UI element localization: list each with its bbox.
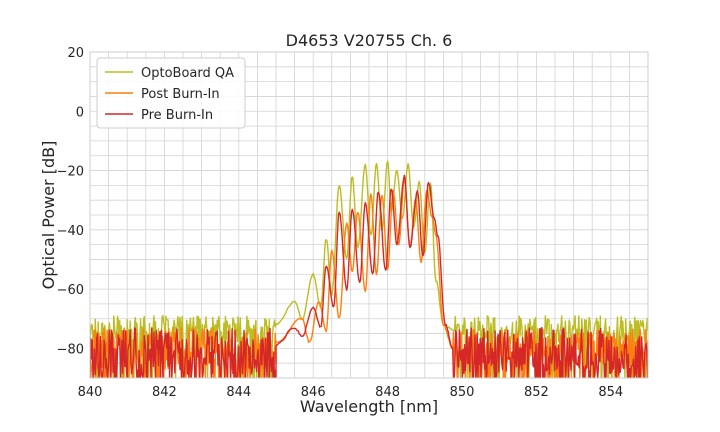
x-tick-label: 846 bbox=[301, 385, 326, 400]
legend: OptoBoard QA Post Burn-In Pre Burn-In bbox=[96, 57, 246, 129]
y-tick-label: −60 bbox=[57, 283, 84, 298]
plot-frame bbox=[89, 51, 649, 379]
legend-box bbox=[96, 57, 246, 129]
legend-label: OptoBoard QA bbox=[141, 66, 234, 81]
x-axis-label: Wavelength [nm] bbox=[300, 397, 438, 416]
y-tick-labels: −80 −60 −40 −20 0 20 bbox=[57, 46, 84, 357]
x-tick-label: 854 bbox=[598, 385, 623, 400]
y-tick-label: −40 bbox=[57, 224, 84, 239]
series-line-0 bbox=[90, 160, 648, 378]
series-lines bbox=[90, 160, 648, 378]
y-tick-label: 20 bbox=[67, 46, 84, 61]
x-tick-label: 844 bbox=[226, 385, 251, 400]
y-tick-label: −20 bbox=[57, 165, 84, 180]
y-tick-label: −80 bbox=[57, 342, 84, 357]
chart-title: D4653 V20755 Ch. 6 bbox=[286, 31, 453, 50]
x-tick-label: 852 bbox=[524, 385, 549, 400]
legend-label: Pre Burn-In bbox=[141, 108, 213, 123]
legend-label: Post Burn-In bbox=[141, 87, 220, 102]
x-tick-label: 840 bbox=[78, 385, 103, 400]
y-axis-label: Optical Power [dB] bbox=[39, 141, 58, 290]
series-line-2 bbox=[90, 174, 648, 378]
x-tick-label: 842 bbox=[152, 385, 177, 400]
y-tick-label: 0 bbox=[76, 105, 84, 120]
x-tick-label: 850 bbox=[450, 385, 475, 400]
x-tick-label: 848 bbox=[375, 385, 400, 400]
x-tick-labels: 840 842 844 846 848 850 852 854 bbox=[78, 385, 624, 400]
